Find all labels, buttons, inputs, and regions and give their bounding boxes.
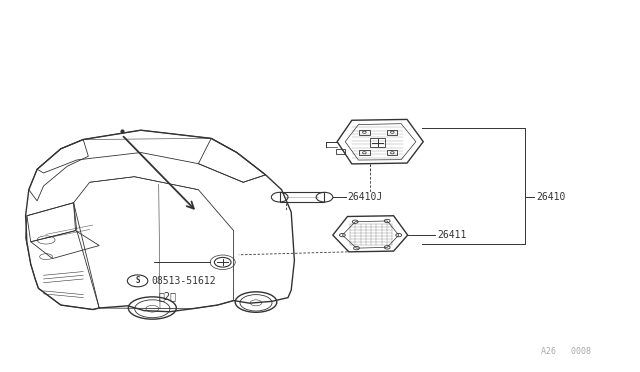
Text: 26411: 26411 <box>437 230 467 240</box>
Text: A26   0008: A26 0008 <box>541 347 591 356</box>
Text: S: S <box>135 276 140 285</box>
Text: 26410J: 26410J <box>348 192 383 202</box>
Text: （2）: （2） <box>158 291 176 301</box>
Text: 26410: 26410 <box>536 192 566 202</box>
Text: 08513-51612: 08513-51612 <box>152 276 216 286</box>
